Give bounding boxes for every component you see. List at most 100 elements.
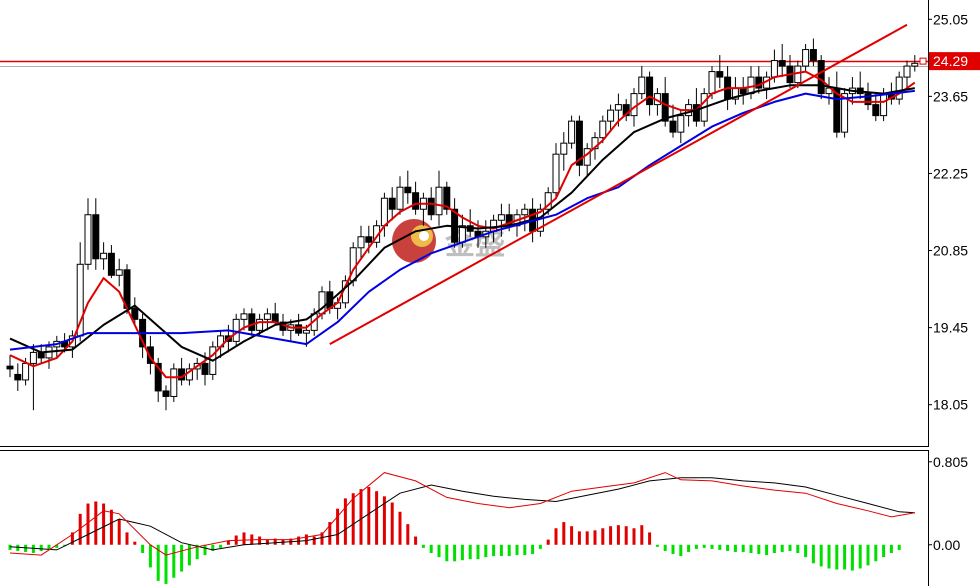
macd-bar [320,532,324,545]
candle [29,344,37,411]
candle [895,71,903,105]
price-tick-label: 25.05 [933,11,968,27]
macd-bar [858,544,862,569]
macd-bar [882,544,886,558]
macd-bar [390,502,394,545]
macd-bar [562,522,566,545]
candle [778,44,786,78]
macd-bar [445,544,449,562]
macd-bar [889,544,893,554]
macd-bar [265,539,269,545]
macd-bar [687,544,691,552]
candle [170,363,178,402]
macd-bar [359,489,363,545]
macd-bar [835,544,839,570]
macd-bar [86,503,90,545]
macd-bar [476,544,480,560]
macd-bar [741,544,745,552]
candle [6,355,14,378]
macd-bar [148,544,152,568]
macd-bar [367,487,371,545]
price-tick-label: 19.45 [933,320,968,336]
macd-bar [866,544,870,566]
macd-bar [429,544,433,554]
macd-bar [164,544,168,584]
macd-bar [804,544,808,558]
macd-bar [874,544,878,562]
candle [817,55,825,100]
macd-bar [772,544,776,554]
macd-bar [242,532,246,545]
candle [295,313,303,336]
macd-bar [538,544,542,549]
macd-bar [523,544,527,556]
candle [396,176,404,215]
ma-slow-blue [9,89,915,351]
candle [825,77,833,105]
macd-bar [757,544,761,555]
macd-bar [624,526,628,545]
candle [802,44,810,72]
macd-bar [531,544,535,555]
candle [404,170,412,204]
macd-bar [141,544,145,554]
macd-bar [336,508,340,545]
macd-bar [117,519,121,545]
macd-bar [897,544,901,550]
macd-bar [16,544,20,551]
macd-bar [328,522,332,545]
macd-bar [125,532,129,545]
candle [146,335,154,375]
macd-bar [31,544,35,554]
macd-bar [843,544,847,570]
macd-bar [133,541,137,545]
macd-bar [343,498,347,545]
macd-bar [453,544,457,562]
macd-bar [187,544,191,566]
macd-signal-line [9,472,915,556]
macd-bar [304,534,308,545]
candle [622,99,630,122]
current-price-label: 24.29 [933,53,968,69]
candle [646,71,654,116]
candle [568,115,576,149]
candle [131,297,139,325]
macd-bar [398,511,402,545]
candle [911,55,919,72]
macd-bar [515,544,519,556]
macd-bar [375,491,379,545]
macd-bar [827,544,831,569]
candle [357,225,365,259]
candle [84,198,92,270]
macd-tick-label: 0.00 [933,537,960,553]
macd-bar [94,501,98,545]
macd-bar [749,544,753,554]
macd-bar [819,544,823,567]
macd-bar [507,544,511,557]
macd-bar [406,524,410,545]
macd-bar [780,544,784,552]
macd-bar [203,544,207,556]
macd-bar [499,544,503,557]
macd-line [9,477,915,551]
candle [412,181,420,215]
candle [677,110,685,144]
trend-line [329,23,908,346]
candle [248,308,256,336]
macd-bar [460,544,464,561]
macd-bar [70,532,74,545]
macd-bar [414,536,418,545]
macd-bar [47,544,51,549]
macd-bar [258,536,262,545]
candle [591,132,599,160]
macd-bar [733,544,737,552]
macd-bar [655,544,659,547]
price-tick-label: 22.25 [933,165,968,181]
macd-bar [39,544,43,551]
macd-bar [671,544,675,555]
macd-bar [694,544,698,549]
macd-bar [180,544,184,572]
macd-bar [468,544,472,560]
macd-bar [102,503,106,545]
